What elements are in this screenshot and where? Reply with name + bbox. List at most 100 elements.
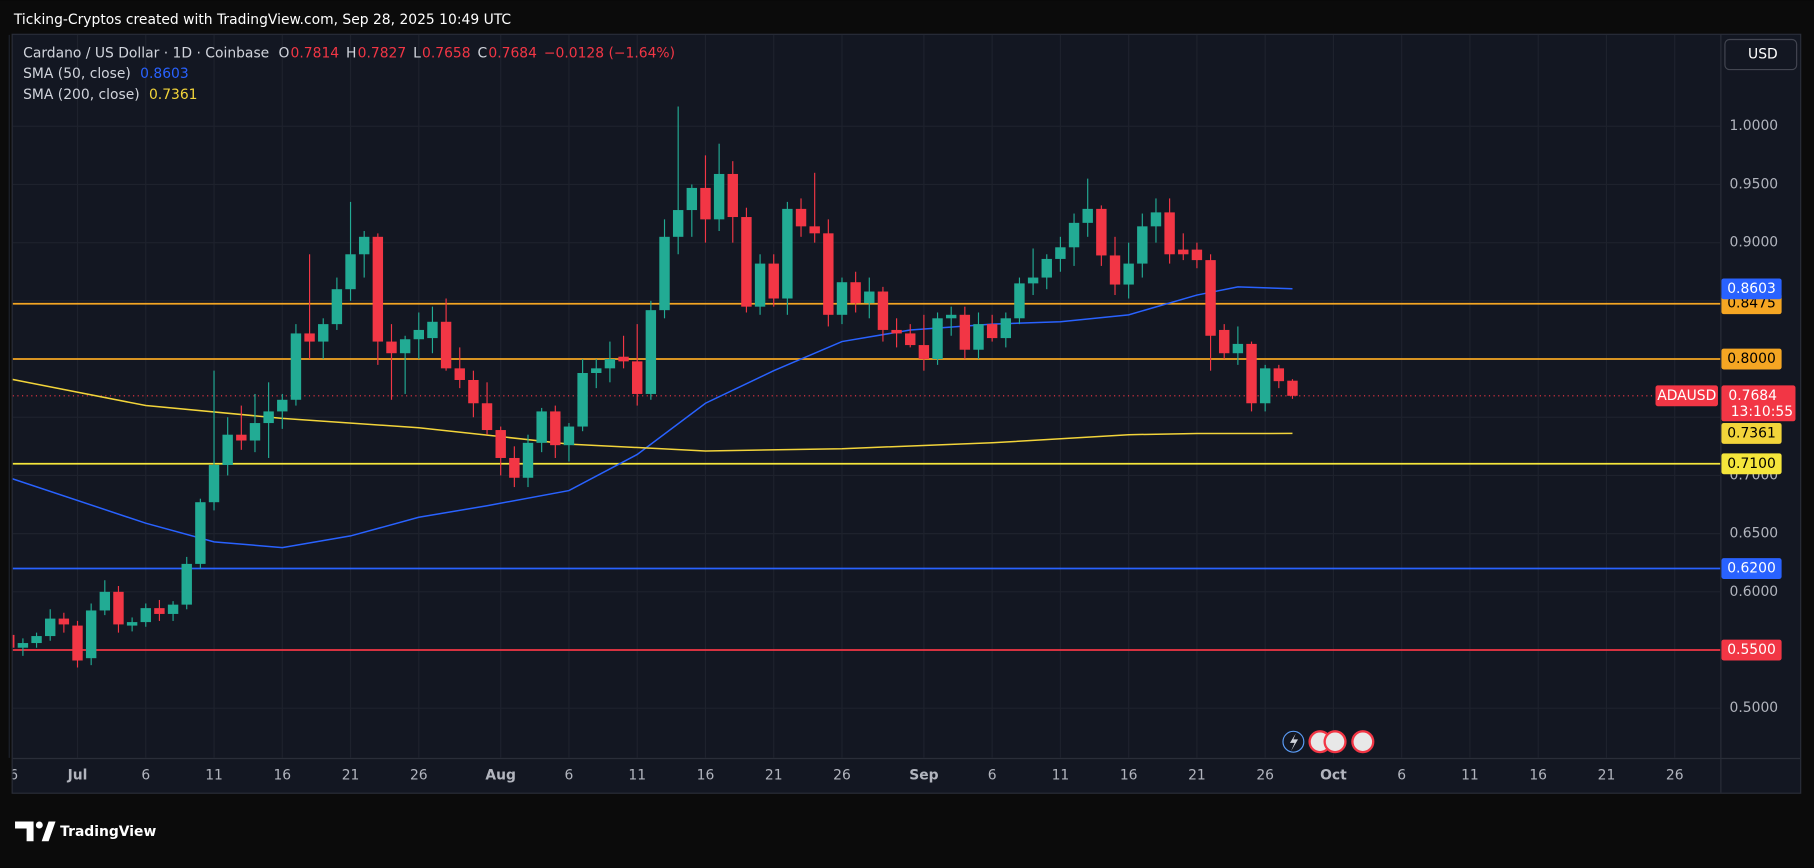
candle-body (632, 361, 643, 394)
candle-body (686, 187, 698, 211)
candle-body (550, 411, 561, 446)
sma-line (12, 286, 1293, 549)
candle-body (536, 411, 547, 443)
candle-body (345, 254, 356, 290)
indicator-name: SMA (50, close) (23, 66, 131, 82)
candle-body (1164, 212, 1175, 255)
candle-body (604, 359, 616, 369)
candle-body (304, 333, 315, 342)
candle-body (249, 423, 261, 441)
x-tick-label: 16 (273, 767, 291, 783)
x-tick-label: 6 (565, 767, 574, 783)
candle-body (140, 608, 151, 623)
candle-body (659, 236, 670, 311)
sma-tag-bg (1721, 423, 1782, 444)
event-icons[interactable] (1282, 730, 1375, 754)
x-tick-label: Aug (485, 767, 516, 783)
event-icon[interactable] (1351, 730, 1375, 754)
price-tags: 0.8475 0.8000 0.7100 0.6200 0.5500 0.8603 0.73… (1655, 278, 1796, 661)
sma-tag-bg (1721, 278, 1782, 300)
currency-label[interactable]: USD (1748, 47, 1778, 63)
candle-body (986, 324, 998, 339)
x-tick-label: 21 (1188, 767, 1206, 783)
x-tick-label: 11 (1052, 767, 1070, 783)
x-tick-label: Oct (1320, 767, 1347, 783)
sma-tag: 0.8603 (1727, 281, 1776, 297)
candle-body (331, 289, 343, 325)
y-tick-label: 0.5000 (1730, 700, 1779, 716)
x-tick-label: 21 (342, 767, 360, 783)
candle-body (782, 208, 793, 299)
candle-body (645, 310, 657, 394)
candle-body (167, 604, 179, 614)
legend: Cardano / US Dollar · 1D · Coinbase O0.78… (23, 45, 675, 103)
candle-body (1150, 212, 1162, 227)
plot (12, 106, 1721, 668)
candle-body (427, 321, 438, 339)
legend-indicator: SMA (200, close) 0.7361 (23, 87, 197, 103)
legend-title-line: Cardano / US Dollar · 1D · Coinbase O0.78… (23, 45, 675, 61)
candle-body (236, 434, 247, 441)
symbol-tag-bg (1655, 385, 1718, 407)
x-tick-label: 11 (628, 767, 646, 783)
x-tick-label: 26 (1666, 767, 1684, 783)
candle-body (1287, 380, 1298, 396)
candle-body (891, 329, 902, 334)
candle-body (208, 464, 220, 503)
header: Ticking-Cryptos created with TradingView… (13, 12, 511, 28)
x-tick-label: 6 (988, 767, 997, 783)
brand-name: TradingView (60, 824, 156, 840)
candle-body (113, 591, 124, 625)
currency-button[interactable]: USD (1724, 38, 1798, 71)
x-tick-label: 21 (765, 767, 783, 783)
candle-body (591, 368, 602, 374)
currency-button-box[interactable] (1724, 38, 1798, 71)
candle-body (126, 622, 138, 626)
symbol-tag: ADAUSD (1657, 388, 1716, 404)
x-tick-label: 26 (0, 767, 18, 783)
ohlc-letter: C (478, 45, 488, 61)
level-tag: 0.7100 (1727, 456, 1776, 472)
sma-line (12, 378, 1293, 452)
candle-body (522, 442, 534, 478)
ohlc-value: 0.7684 (488, 45, 537, 61)
candle-body (918, 345, 930, 360)
candle-body (1259, 368, 1271, 404)
candle-body (372, 236, 384, 342)
candle-body (836, 282, 848, 315)
candle-body (864, 291, 875, 304)
candle-body (17, 643, 29, 648)
candle-body (1096, 208, 1107, 256)
y-tick-label: 0.6500 (1730, 526, 1779, 542)
candle-body (58, 618, 70, 625)
candle-body (932, 318, 943, 360)
candle-body (754, 263, 766, 307)
candle-body (1041, 258, 1052, 278)
legend-title: Cardano / US Dollar · 1D · Coinbase (23, 45, 269, 61)
event-icon[interactable] (1323, 730, 1347, 754)
x-tick-label: 16 (697, 767, 715, 783)
candle-body (154, 608, 165, 614)
indicator-value: 0.8603 (140, 66, 189, 82)
candle-body (1219, 329, 1230, 354)
candle-body (1000, 318, 1012, 339)
candle-body (468, 379, 479, 404)
candle-body (277, 399, 288, 412)
candle-body (99, 591, 111, 611)
chart-panel (11, 33, 1802, 794)
candle-body (1123, 263, 1134, 285)
x-tick-label: 6 (141, 767, 150, 783)
countdown: 13:10:55 (1731, 404, 1793, 420)
y-tick-label: 0.9500 (1730, 176, 1779, 192)
x-tick-label: Sep (909, 767, 938, 783)
ohlc-value: 0.7658 (422, 45, 471, 61)
candle-body (727, 173, 738, 218)
candle-body (700, 187, 711, 220)
candle-body (386, 341, 397, 354)
last-price-tag-bg (1721, 385, 1796, 422)
ohlc-value: 0.7827 (358, 45, 407, 61)
candle-body (290, 333, 302, 400)
candle-body (318, 324, 329, 342)
x-tick-label: 11 (1461, 767, 1479, 783)
